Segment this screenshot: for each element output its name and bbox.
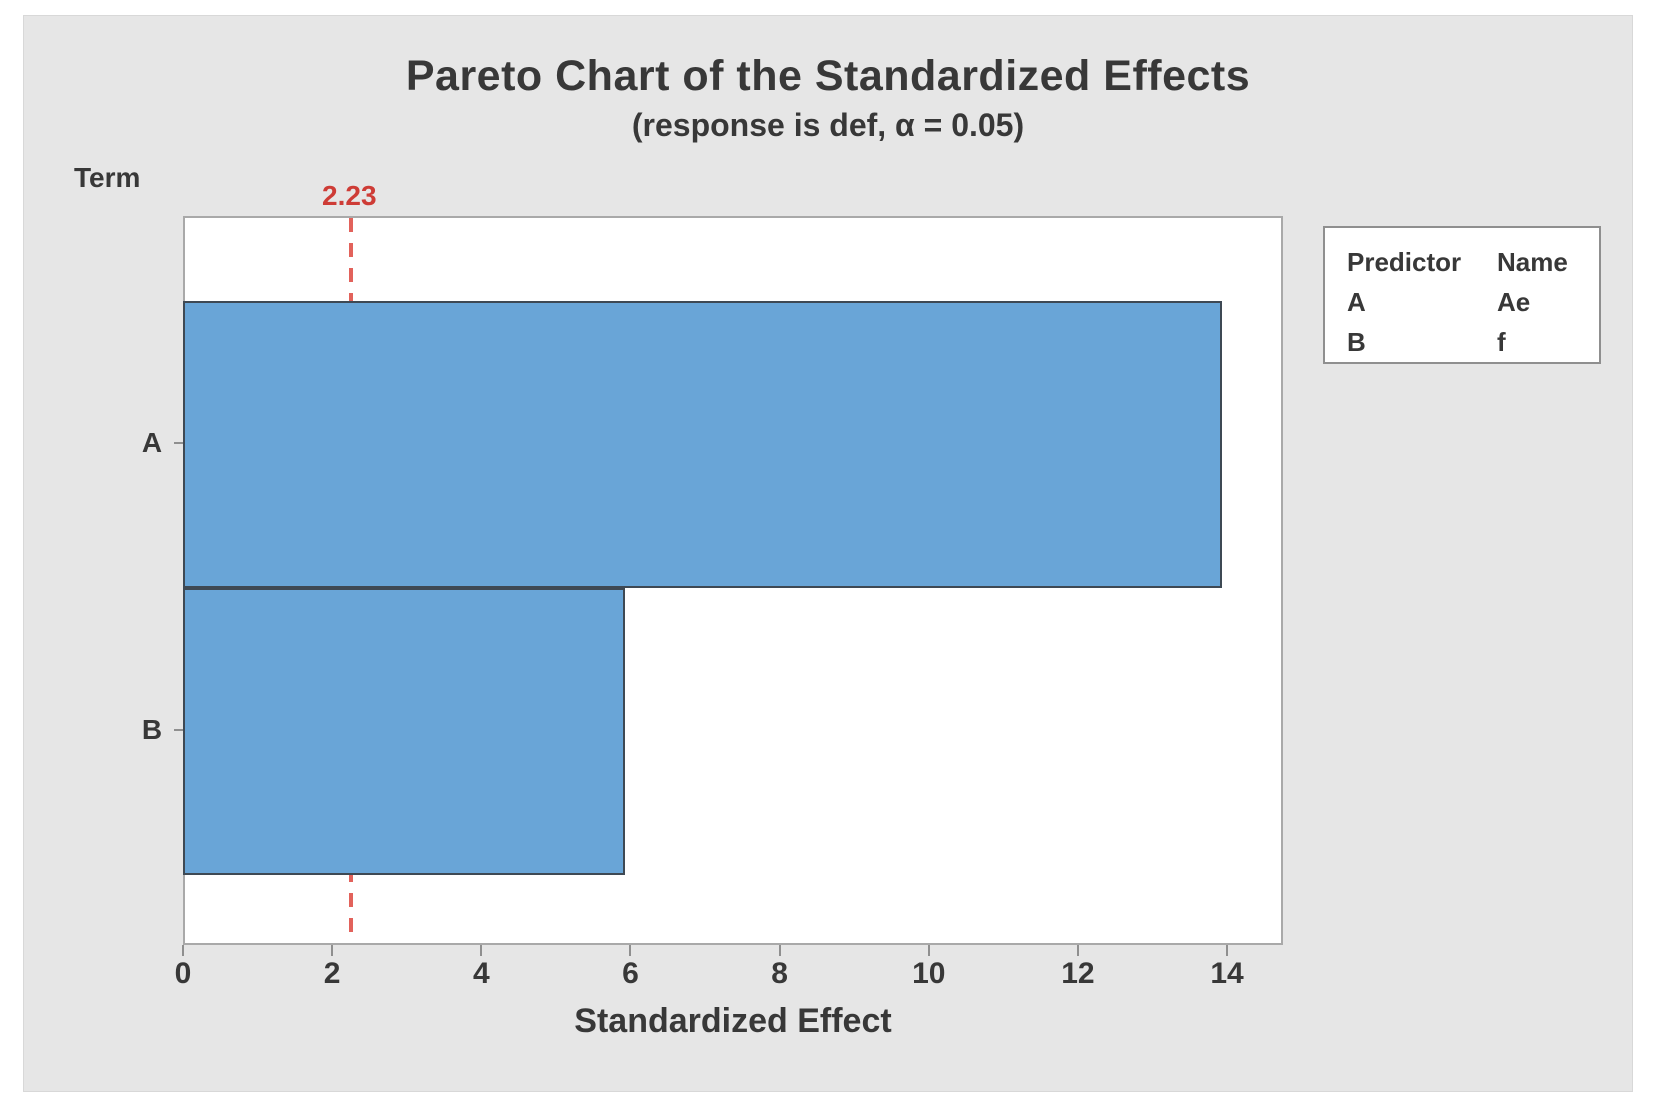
x-axis-tick bbox=[1076, 945, 1079, 956]
chart-canvas: Pareto Chart of the Standardized Effects… bbox=[23, 15, 1633, 1092]
bar-A bbox=[183, 301, 1222, 588]
legend-cell-predictor: A bbox=[1347, 287, 1366, 317]
x-axis-tick bbox=[778, 945, 781, 956]
x-tick-label: 4 bbox=[472, 957, 490, 990]
x-axis-tick bbox=[182, 945, 184, 956]
plot-area bbox=[183, 216, 1283, 945]
x-tick-label: 12 bbox=[1061, 957, 1095, 990]
x-axis-tick bbox=[480, 945, 483, 956]
y-axis-tick bbox=[174, 728, 183, 731]
chart-title: Pareto Chart of the Standardized Effects bbox=[405, 52, 1251, 100]
y-axis-title: Term bbox=[74, 162, 141, 193]
legend-row: A Ae bbox=[1347, 282, 1599, 322]
x-tick-label: 8 bbox=[771, 957, 788, 990]
x-axis-tick bbox=[1226, 945, 1229, 956]
legend: Predictor Name A Ae B f bbox=[1323, 226, 1601, 364]
chart-subtitle: (response is def, α = 0.05) bbox=[631, 107, 1025, 143]
x-tick-label: 10 bbox=[912, 957, 946, 990]
x-axis-tick bbox=[629, 945, 632, 956]
x-axis-tick bbox=[331, 945, 334, 956]
x-tick-label: 6 bbox=[622, 957, 639, 990]
bar-B bbox=[183, 588, 625, 875]
x-tick-label: 14 bbox=[1210, 957, 1244, 990]
y-tick-label: A bbox=[141, 426, 163, 458]
x-tick-label: 2 bbox=[323, 957, 341, 990]
x-axis-tick bbox=[927, 945, 930, 956]
legend-cell-predictor: B bbox=[1347, 327, 1366, 357]
x-axis-title: Standardized Effect bbox=[574, 1002, 892, 1040]
legend-row: B f bbox=[1347, 322, 1599, 362]
legend-cell-name: Ae bbox=[1497, 287, 1531, 317]
legend-header-predictor: Predictor bbox=[1347, 247, 1462, 277]
legend-header-row: Predictor Name bbox=[1347, 242, 1599, 282]
y-axis-tick bbox=[174, 441, 183, 444]
reference-line-label: 2.23 bbox=[322, 180, 377, 211]
y-tick-label: B bbox=[141, 713, 163, 745]
x-tick-label: 0 bbox=[174, 957, 192, 990]
legend-cell-name: f bbox=[1497, 327, 1506, 357]
legend-header-name: Name bbox=[1497, 247, 1568, 277]
